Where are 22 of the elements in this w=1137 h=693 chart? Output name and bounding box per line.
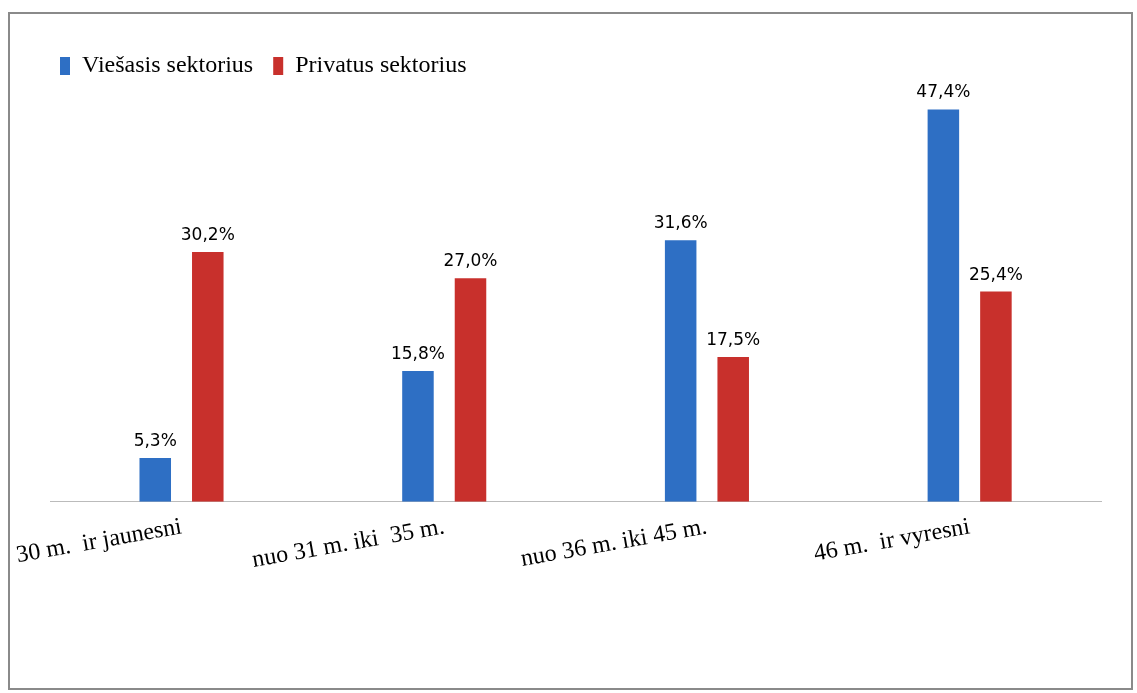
- legend-label: Privatus sektorius: [295, 51, 467, 78]
- legend-label: Viešasis sektorius: [82, 51, 254, 78]
- bar: [402, 371, 434, 502]
- bar: [980, 291, 1012, 502]
- data-label: 15,8%: [390, 342, 445, 363]
- data-label: 31,6%: [653, 212, 708, 233]
- bar: [139, 457, 172, 502]
- x-tick-label: nuo 31 m. iki 35 m.: [249, 512, 447, 572]
- x-tick-label: 30 m. ir jaunesni: [14, 512, 184, 568]
- x-tick-label: nuo 36 m. iki 45 m.: [518, 512, 709, 571]
- bar: [192, 251, 224, 502]
- data-label: 5,3%: [133, 429, 177, 450]
- data-label: 47,4%: [916, 81, 971, 102]
- bar: [454, 278, 487, 502]
- data-label: 25,4%: [968, 263, 1023, 284]
- bar: [717, 356, 749, 502]
- data-label: 30,2%: [180, 223, 235, 244]
- bar: [664, 240, 697, 502]
- data-label: 27,0%: [443, 250, 498, 271]
- x-tick-label: 46 m. ir vyresni: [811, 512, 972, 566]
- data-label: 17,5%: [706, 328, 761, 349]
- bar: [927, 109, 960, 502]
